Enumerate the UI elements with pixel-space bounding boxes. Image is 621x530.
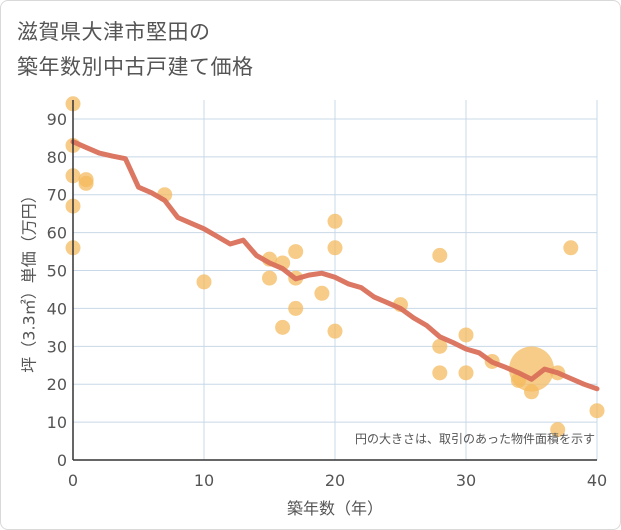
bubble-point-32 [550,422,566,438]
bubble-point-11 [262,270,277,286]
y-tick-label-70: 70 [47,186,67,205]
bubble-point-26 [458,365,474,381]
x-tick-label-40: 40 [587,471,607,490]
x-tick-labels: 0 10 20 30 40 [68,471,607,490]
bubble-point-25 [458,327,474,343]
bubble-point-9 [196,274,212,290]
y-tick-label-10: 10 [47,413,67,432]
bubble-point-23 [432,338,448,354]
axes [72,100,597,461]
bubble-point-14 [288,244,304,260]
x-axis-label: 築年数（年） [287,499,383,518]
average-price-line [70,139,600,392]
y-tick-label-60: 60 [47,224,67,243]
y-tick-label-40: 40 [47,299,67,318]
chart-title-line-2: 築年数別中古戸建て価格 [17,55,254,79]
bubble-point-34 [589,403,605,419]
bubble-point-19 [327,240,343,256]
bubble-point-17 [314,285,330,301]
bubble-point-29 [509,346,554,392]
y-tick-label-50: 50 [47,262,67,281]
y-tick-label-30: 30 [47,337,67,356]
bubble-size-note: 円の大きさは、取引のあった物件面積を示す [355,431,595,446]
chart-title: 滋賀県大津市堅田の 築年数別中古戸建て価格 [17,15,254,85]
bubble-point-18 [327,213,343,229]
bubble-point-33 [563,240,579,256]
bubble-point-7 [78,175,94,191]
x-tick-label-20: 20 [325,471,345,490]
bubble-point-30 [524,384,539,400]
y-tick-label-80: 80 [47,148,67,167]
bubble-point-20 [327,323,343,339]
bubble-point-16 [288,300,304,316]
y-tick-label-0: 0 [57,451,67,470]
bubble-point-24 [432,365,448,381]
y-tick-label-20: 20 [47,375,67,394]
x-tick-label-30: 30 [456,471,476,490]
y-tick-label-90: 90 [47,110,67,129]
bubble-point-22 [432,247,448,263]
chart-title-line-1: 滋賀県大津市堅田の [17,20,211,44]
y-axis-label: 坪（3.3㎡）単価（万円） [20,187,39,372]
x-tick-label-10: 10 [194,471,214,490]
x-tick-label-0: 0 [68,471,78,490]
y-tick-labels: 0 10 20 30 40 50 60 70 80 90 [47,110,67,470]
bubble-point-13 [275,319,291,335]
